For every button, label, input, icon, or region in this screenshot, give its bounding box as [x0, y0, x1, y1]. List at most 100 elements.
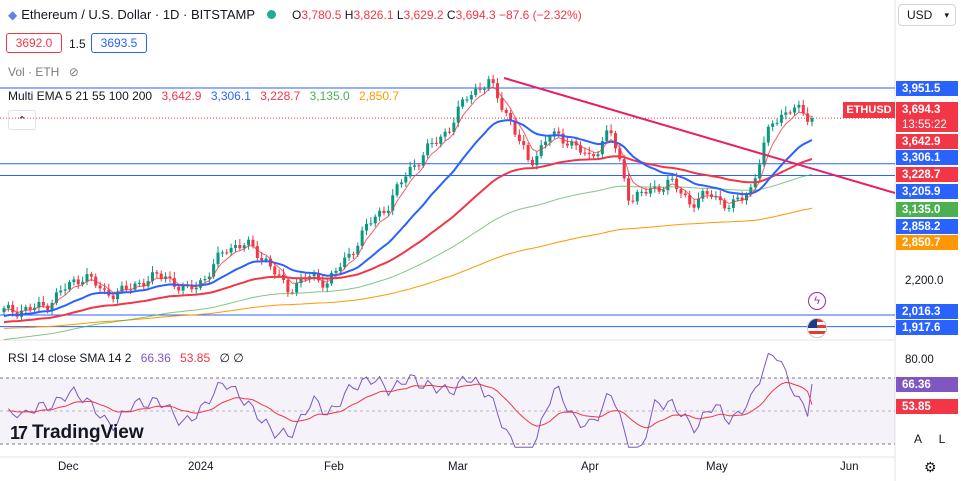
countdown-label: 13:55:22 — [896, 117, 958, 132]
candle-body — [343, 257, 347, 268]
candle-body — [133, 283, 137, 290]
candle-body — [351, 253, 355, 255]
symbol-header: ◆ Ethereum / U.S. Dollar · 1D · BITSTAMP… — [8, 7, 582, 22]
candle-body — [530, 159, 534, 166]
candle-body — [159, 273, 163, 280]
candle-body — [478, 88, 482, 90]
candle-body — [714, 196, 718, 198]
candle-body — [793, 107, 797, 113]
candle-body — [600, 141, 604, 155]
candle-body — [216, 252, 220, 265]
candle-body — [142, 282, 146, 287]
candle-body — [596, 154, 600, 157]
candle-body — [124, 285, 128, 290]
volume-indicator[interactable]: Vol · ETH ⊘ — [8, 65, 79, 79]
time-label-may: May — [706, 461, 728, 473]
ema-extra-label: 2,858.2 — [896, 219, 958, 234]
ema200-line — [3, 207, 813, 329]
candle-body — [522, 141, 526, 146]
candle-body — [255, 246, 259, 258]
collapse-legend-button[interactable]: ⌃ — [8, 110, 36, 130]
candle-body — [286, 279, 290, 293]
candle-body — [644, 191, 648, 194]
candle-body — [696, 198, 700, 208]
settings-gear-icon[interactable]: ⚙ — [924, 459, 937, 475]
candle-body — [72, 279, 76, 283]
candle-body — [482, 88, 486, 90]
candle-body — [675, 178, 679, 190]
candle-body — [247, 239, 251, 246]
rsi-line — [8, 352, 813, 448]
candle-body — [574, 141, 578, 146]
candle-body — [68, 282, 72, 290]
candle-body — [404, 176, 408, 183]
symbol-title[interactable]: Ethereum / U.S. Dollar · 1D · BITSTAMP — [21, 7, 256, 22]
candle-body — [679, 189, 683, 194]
buy-button[interactable]: 3693.5 — [91, 33, 147, 53]
rsi-indicator-legend[interactable]: RSI 14 close SMA 14 2 66.36 53.85 ∅ ∅ — [8, 351, 244, 365]
rsi-value-label: 66.36 — [896, 377, 958, 392]
candle-body — [2, 308, 6, 313]
candle-body — [290, 292, 294, 294]
time-label-2024: 2024 — [188, 461, 214, 473]
candle-body — [631, 200, 635, 202]
candle-body — [474, 88, 478, 96]
candle-body — [365, 223, 369, 231]
candle-body — [749, 187, 753, 195]
candle-body — [500, 98, 504, 110]
us-flag-event-icon[interactable] — [807, 318, 827, 338]
ema5-line — [3, 86, 813, 313]
ema-indicator-legend[interactable]: Multi EMA 5 21 55 100 200 3,642.9 3,306.… — [8, 89, 400, 103]
candle-body — [526, 145, 530, 160]
candle-body — [421, 155, 425, 166]
candle-body — [386, 210, 390, 214]
candle-body — [779, 114, 783, 123]
candle-body — [24, 306, 28, 311]
candle-body — [146, 281, 150, 287]
candle-body — [225, 252, 229, 254]
candle-body — [369, 223, 373, 225]
tradingview-mark-icon: 17 — [10, 422, 28, 443]
candle-body — [447, 131, 451, 133]
candle-body — [788, 112, 792, 114]
candle-body — [356, 245, 360, 255]
candle-body — [11, 304, 15, 313]
candle-body — [190, 285, 194, 290]
candle-body — [229, 247, 233, 253]
candle-body — [430, 142, 434, 144]
spread-value: 1.5 — [69, 37, 86, 51]
candle-body — [758, 164, 762, 179]
candle-body — [168, 276, 172, 279]
candle-body — [635, 191, 639, 202]
candle-body — [273, 266, 277, 275]
candle-body — [316, 273, 320, 281]
trendline[interactable] — [503, 77, 896, 194]
candle-body — [736, 197, 740, 200]
candle-body — [194, 287, 198, 290]
hline-label-1: 3,951.5 — [896, 81, 958, 96]
candle-body — [338, 267, 342, 271]
hline-label-2: 3,306.1 — [896, 150, 958, 165]
market-status-icon — [267, 10, 277, 19]
candle-body — [417, 165, 421, 167]
ema21-line — [3, 119, 813, 318]
tradingview-logo: 17 TradingView — [10, 422, 144, 443]
sell-button[interactable]: 3692.0 — [6, 33, 62, 53]
candle-body — [260, 257, 264, 261]
candle-body — [413, 165, 417, 167]
eye-hidden-icon[interactable]: ⊘ — [68, 65, 79, 79]
candle-body — [592, 154, 596, 157]
log-scale-button[interactable]: L — [938, 432, 946, 446]
flash-event-icon[interactable]: ϟ — [808, 292, 826, 310]
candle-body — [89, 274, 93, 277]
candle-body — [692, 204, 696, 208]
candle-body — [583, 152, 587, 154]
candle-body — [264, 258, 268, 261]
currency-select[interactable]: USD ▾ — [898, 4, 956, 26]
candle-body — [731, 199, 735, 208]
auto-scale-button[interactable]: A — [913, 432, 922, 446]
candle-body — [771, 123, 775, 127]
candle-body — [6, 304, 10, 309]
time-label-apr: Apr — [581, 461, 599, 473]
